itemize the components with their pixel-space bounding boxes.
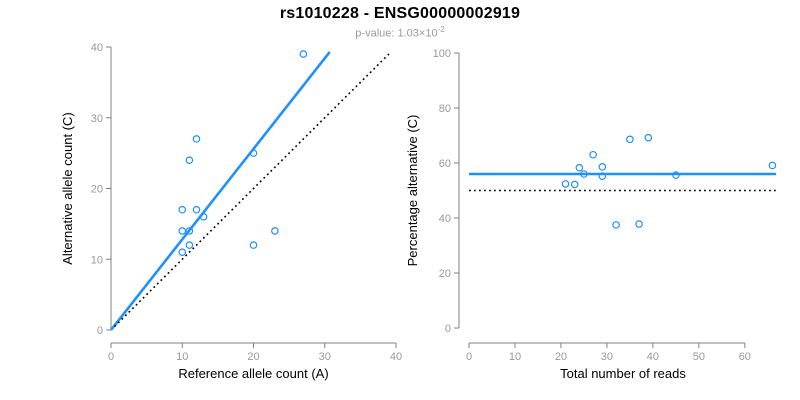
x-axis-title: Total number of reads bbox=[560, 366, 686, 381]
x-tick-label: 10 bbox=[509, 351, 521, 363]
y-axis-title: Percentage alternative (C) bbox=[405, 115, 420, 267]
x-tick-label: 0 bbox=[466, 351, 472, 363]
y-tick-label: 100 bbox=[433, 48, 451, 60]
regression-line bbox=[109, 51, 331, 331]
data-point bbox=[626, 135, 634, 144]
x-tick-label: 10 bbox=[176, 351, 188, 363]
data-point bbox=[178, 248, 187, 256]
y-tick-label: 20 bbox=[439, 268, 451, 280]
data-point bbox=[598, 163, 607, 171]
data-point bbox=[580, 170, 588, 178]
x-tick-label: 30 bbox=[319, 351, 331, 363]
data-point bbox=[271, 227, 279, 235]
y-tick-label: 40 bbox=[91, 42, 103, 54]
y-tick-label: 30 bbox=[91, 113, 103, 125]
data-point bbox=[589, 150, 597, 159]
data-point bbox=[185, 227, 194, 235]
data-point bbox=[570, 180, 579, 189]
data-point bbox=[598, 172, 607, 181]
x-tick-label: 40 bbox=[390, 351, 402, 363]
y-tick-label: 20 bbox=[91, 184, 103, 196]
data-point bbox=[178, 227, 187, 235]
data-point bbox=[192, 135, 201, 143]
y-axis-title: Alternative allele count (C) bbox=[60, 112, 75, 264]
allele-count-scatter-panel: 0 10 20 30 40 0 10 20 30 40 Reference allele count… bbox=[60, 42, 402, 381]
data-point bbox=[672, 171, 680, 179]
x-tick-label: 40 bbox=[647, 351, 659, 363]
x-tick-label: 20 bbox=[247, 351, 259, 363]
y-tick-label: 40 bbox=[439, 213, 451, 225]
y-tick-label: 80 bbox=[439, 103, 451, 115]
data-point bbox=[192, 205, 201, 214]
x-tick-label: 0 bbox=[108, 351, 114, 363]
data-point bbox=[249, 149, 258, 157]
percentage-vs-reads-scatter-panel: 0 10 20 30 40 50 60 0 20 40 60 80 100 Total number of… bbox=[405, 48, 777, 381]
data-point bbox=[635, 220, 643, 228]
data-point bbox=[249, 241, 258, 249]
x-tick-label: 30 bbox=[601, 351, 613, 363]
data-point bbox=[768, 161, 777, 170]
data-point bbox=[561, 180, 570, 188]
data-point bbox=[299, 50, 308, 58]
x-tick-label: 20 bbox=[555, 351, 567, 363]
identity-line bbox=[113, 51, 392, 328]
x-axis-title: Reference allele count (A) bbox=[178, 366, 328, 381]
y-tick-label: 0 bbox=[97, 325, 103, 337]
data-point bbox=[644, 133, 653, 142]
x-tick-label: 50 bbox=[693, 351, 705, 363]
y-tick-label: 0 bbox=[445, 323, 451, 335]
data-point bbox=[185, 241, 194, 249]
data-point bbox=[178, 205, 187, 214]
data-point bbox=[185, 156, 194, 165]
data-point bbox=[199, 213, 208, 221]
y-tick-label: 60 bbox=[439, 158, 451, 170]
data-point bbox=[575, 163, 584, 172]
data-point bbox=[612, 221, 620, 229]
x-tick-label: 60 bbox=[739, 351, 751, 363]
p-value-exponent: -2 bbox=[437, 25, 445, 34]
figure-title: rs1010228 - ENSG00000002919 bbox=[279, 5, 521, 22]
y-tick-label: 10 bbox=[91, 254, 103, 266]
figure-subtitle: p-value: 1.03×10-2 bbox=[0, 25, 800, 40]
p-value-text: p-value: 1.03×10 bbox=[355, 27, 438, 40]
